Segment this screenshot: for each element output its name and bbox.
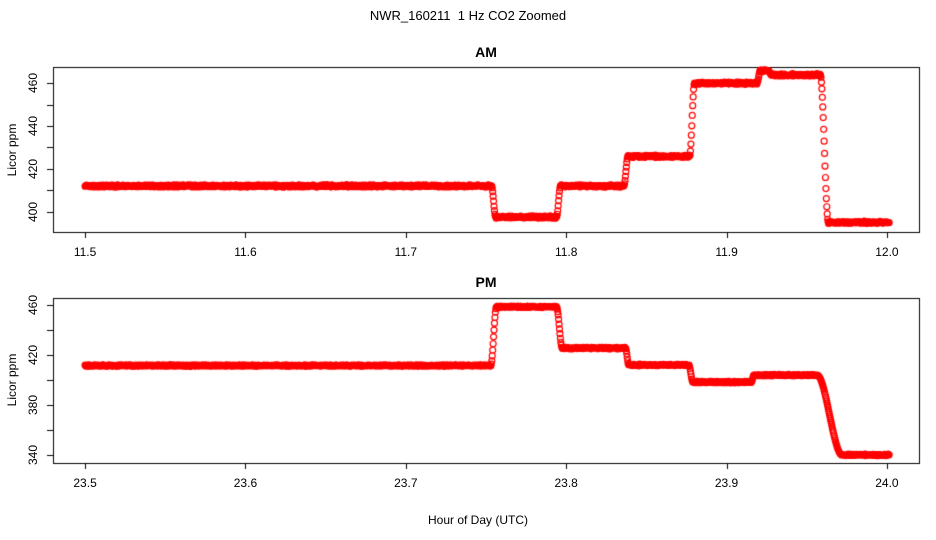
- y-tick-label: 460: [26, 73, 40, 94]
- x-tick-label: 23.9: [714, 476, 739, 490]
- y-tick-label: 460: [26, 294, 40, 315]
- panel-title-pm: PM: [475, 274, 497, 290]
- x-tick-label: 23.5: [73, 476, 97, 490]
- x-tick-label: 24.0: [875, 476, 899, 490]
- y-axis-label-pm: Licor ppm: [5, 353, 19, 407]
- panel-title-am: AM: [475, 44, 497, 60]
- chart-title: NWR_160211 1 Hz CO2 Zoomed: [369, 8, 567, 23]
- x-tick-label: 11.6: [234, 245, 257, 259]
- y-tick-label: 380: [26, 394, 40, 415]
- y-tick-label: 340: [26, 444, 40, 465]
- x-tick-label: 11.9: [715, 245, 738, 259]
- x-axis-label: Hour of Day (UTC): [427, 513, 529, 527]
- x-tick-label: 23.7: [394, 476, 418, 490]
- y-tick-label: 420: [26, 344, 40, 365]
- x-tick-label: 23.6: [233, 476, 258, 490]
- x-tick-label: 11.8: [554, 245, 578, 259]
- y-axis-label-am: Licor ppm: [5, 123, 19, 177]
- x-tick-label: 12.0: [875, 245, 899, 259]
- y-tick-label: 420: [26, 158, 40, 179]
- x-tick-label: 23.8: [554, 476, 578, 490]
- x-tick-label: 11.7: [394, 245, 418, 259]
- x-tick-label: 11.5: [73, 245, 97, 259]
- y-tick-label: 440: [26, 115, 40, 136]
- y-tick-label: 400: [26, 201, 40, 222]
